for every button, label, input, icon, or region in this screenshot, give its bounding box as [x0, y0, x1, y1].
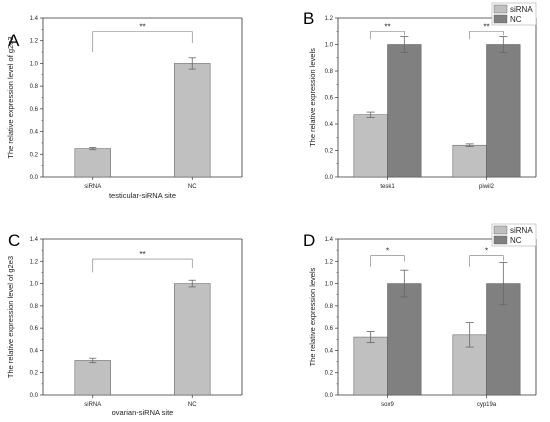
significance-bracket: [469, 255, 504, 267]
significance-label: *: [485, 247, 488, 256]
legend-label-nc: NC: [510, 236, 522, 245]
y-tick-label: 0.2: [325, 149, 334, 155]
x-tick-label: siRNA: [84, 184, 101, 190]
y-tick-label: 1.2: [30, 259, 39, 265]
y-tick-label: 0.6: [325, 96, 334, 102]
y-tick-label: 0.8: [325, 304, 334, 310]
bar-sirna: [74, 360, 111, 396]
y-tick-label: 1.4: [30, 16, 39, 22]
y-tick-label: 0.4: [325, 348, 334, 354]
y-tick-label: 0.0: [30, 393, 39, 399]
legend-label-sirna: siRNA: [510, 5, 533, 14]
significance-bracket: [92, 258, 193, 273]
y-tick-label: 0.8: [30, 304, 39, 310]
x-tick-label: cyp19a: [477, 402, 497, 408]
legend-swatch-nc: [493, 14, 508, 24]
legend-swatch-sirna: [493, 4, 508, 14]
y-tick-label: 1.4: [325, 237, 334, 243]
y-tick-label: 0.4: [325, 122, 334, 128]
y-axis-title: The relative expression levels: [308, 48, 317, 147]
bar-nc-tesk1: [387, 44, 422, 178]
x-tick-label: NC: [188, 402, 197, 408]
x-tick-label: piwil2: [479, 184, 495, 190]
x-tick-label: sox9: [381, 402, 394, 408]
legend-label-sirna: siRNA: [510, 226, 533, 235]
legend-swatch-nc: [493, 235, 508, 245]
significance-label: *: [386, 247, 389, 256]
y-tick-label: 0.8: [325, 69, 334, 75]
y-tick-label: 1.0: [30, 61, 39, 67]
legend-swatch-sirna: [493, 225, 508, 235]
y-tick-label: 1.0: [325, 43, 334, 49]
y-tick-label: 0.6: [30, 326, 39, 332]
y-tick-label: 0.0: [30, 175, 39, 181]
panel-letter: A: [8, 31, 20, 50]
y-axis-title: The relative expression level of g2e3: [6, 36, 15, 158]
significance-bracket: [370, 30, 405, 40]
significance-label: **: [384, 22, 390, 31]
bar-sirna-piwil2: [452, 144, 487, 178]
significance-bracket: [92, 31, 193, 53]
panel-letter: B: [303, 9, 314, 28]
y-tick-label: 0.8: [30, 84, 39, 90]
significance-bracket: [469, 30, 504, 40]
significance-label: **: [139, 23, 145, 32]
significance-label: **: [483, 22, 489, 31]
significance-label: **: [139, 250, 145, 259]
bar-sirna-tesk1: [353, 114, 388, 178]
x-tick-label: tesk1: [380, 184, 395, 190]
bar-nc: [174, 283, 211, 396]
bar-nc: [174, 63, 211, 178]
y-tick-label: 0.2: [30, 371, 39, 377]
bar-nc-piwil2: [486, 44, 521, 178]
y-tick-label: 0.4: [30, 348, 39, 354]
y-tick-label: 1.2: [325, 259, 334, 265]
y-tick-label: 0.4: [30, 130, 39, 136]
y-tick-label: 1.2: [325, 16, 334, 22]
bar-nc-sox9: [387, 283, 422, 396]
x-tick-label: siRNA: [84, 402, 101, 408]
y-tick-label: 1.2: [30, 39, 39, 45]
y-axis-title: The relative expression levels: [308, 267, 317, 366]
legend-label-nc: NC: [510, 15, 522, 24]
panel-letter: D: [303, 231, 315, 250]
panel-letter: C: [8, 231, 20, 250]
bar-sirna: [74, 148, 111, 178]
y-tick-label: 0.6: [325, 326, 334, 332]
y-tick-label: 0.0: [325, 393, 334, 399]
y-axis-title: The relative expression level of g2e3: [6, 256, 15, 378]
x-axis-title: ovarian-siRNA site: [112, 408, 174, 417]
y-tick-label: 1.4: [30, 237, 39, 243]
y-tick-label: 0.0: [325, 175, 334, 181]
x-tick-label: NC: [188, 184, 197, 190]
y-tick-label: 1.0: [30, 282, 39, 288]
y-tick-label: 1.0: [325, 282, 334, 288]
bar-sirna-sox9: [353, 336, 388, 396]
y-tick-label: 0.2: [30, 152, 39, 158]
significance-bracket: [370, 255, 405, 267]
x-axis-title: testicular-siRNA site: [109, 191, 176, 200]
y-tick-label: 0.2: [325, 371, 334, 377]
y-tick-label: 0.6: [30, 107, 39, 113]
